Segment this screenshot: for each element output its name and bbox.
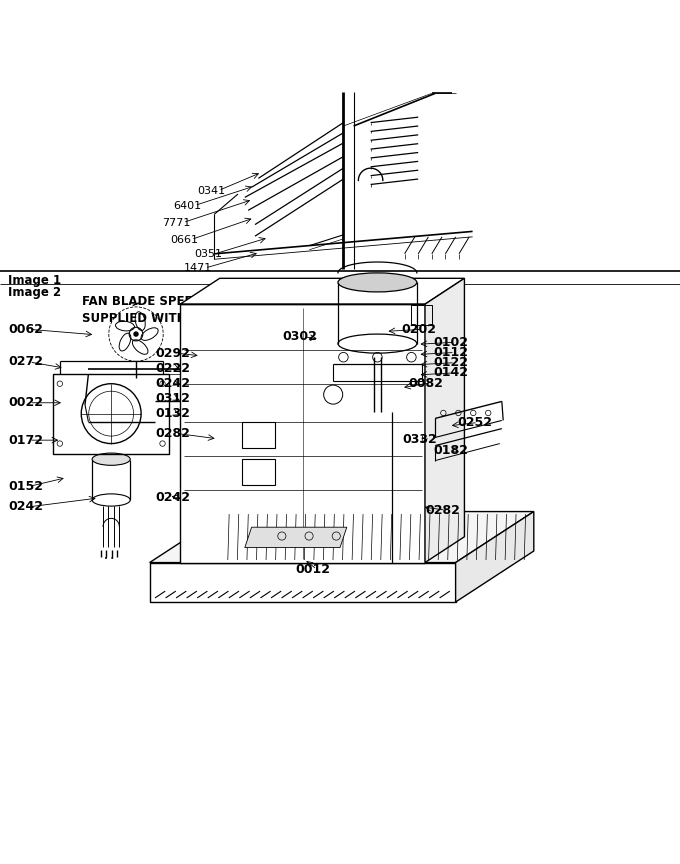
- Bar: [242, 422, 275, 448]
- Bar: [53, 373, 169, 454]
- Polygon shape: [150, 511, 534, 562]
- Text: 0122: 0122: [434, 356, 469, 369]
- Text: 0332: 0332: [403, 433, 437, 446]
- Text: 0302: 0302: [282, 330, 317, 343]
- Text: 0022: 0022: [8, 397, 43, 410]
- Text: 7771: 7771: [162, 218, 190, 227]
- Text: 0242: 0242: [155, 491, 190, 504]
- Text: 0341: 0341: [197, 186, 225, 195]
- Text: 0152: 0152: [8, 480, 43, 492]
- Text: 0142: 0142: [434, 366, 469, 379]
- Text: FAN BLADE SPEED NUT
SUPPLIED WITH MOTOR: FAN BLADE SPEED NUT SUPPLIED WITH MOTOR: [82, 295, 239, 325]
- Text: 0182: 0182: [434, 444, 469, 457]
- Polygon shape: [245, 527, 347, 548]
- Polygon shape: [150, 562, 456, 602]
- Text: 0252: 0252: [457, 416, 492, 429]
- Text: 0062: 0062: [8, 323, 43, 336]
- Ellipse shape: [92, 453, 131, 466]
- Text: 0132: 0132: [155, 407, 190, 420]
- Text: 6401: 6401: [173, 200, 201, 211]
- Polygon shape: [180, 304, 425, 562]
- Text: 0102: 0102: [434, 336, 469, 349]
- Text: 0661: 0661: [170, 234, 198, 245]
- Text: 0172: 0172: [8, 434, 43, 447]
- Text: 0351: 0351: [194, 249, 222, 259]
- Ellipse shape: [338, 273, 417, 292]
- Circle shape: [133, 332, 139, 337]
- Text: 0292: 0292: [155, 346, 190, 359]
- Text: 0112: 0112: [434, 346, 469, 359]
- Text: 0242: 0242: [155, 378, 190, 391]
- Polygon shape: [425, 278, 464, 562]
- Text: Image 2: Image 2: [8, 287, 61, 300]
- Polygon shape: [456, 511, 534, 602]
- Text: • •: • •: [105, 556, 115, 562]
- Text: 1471: 1471: [184, 264, 212, 273]
- Bar: [411, 305, 432, 325]
- Polygon shape: [180, 278, 464, 304]
- Text: 0222: 0222: [155, 361, 190, 375]
- Text: 0272: 0272: [8, 355, 43, 368]
- Text: 0282: 0282: [425, 504, 460, 517]
- Text: 0282: 0282: [155, 427, 190, 440]
- Text: 0012: 0012: [296, 562, 330, 576]
- Text: 0242: 0242: [8, 500, 43, 513]
- Bar: [242, 459, 275, 485]
- Text: 0082: 0082: [408, 377, 443, 390]
- Text: 0202: 0202: [401, 323, 436, 336]
- Text: Image 1: Image 1: [8, 274, 61, 287]
- Text: 0312: 0312: [155, 392, 190, 405]
